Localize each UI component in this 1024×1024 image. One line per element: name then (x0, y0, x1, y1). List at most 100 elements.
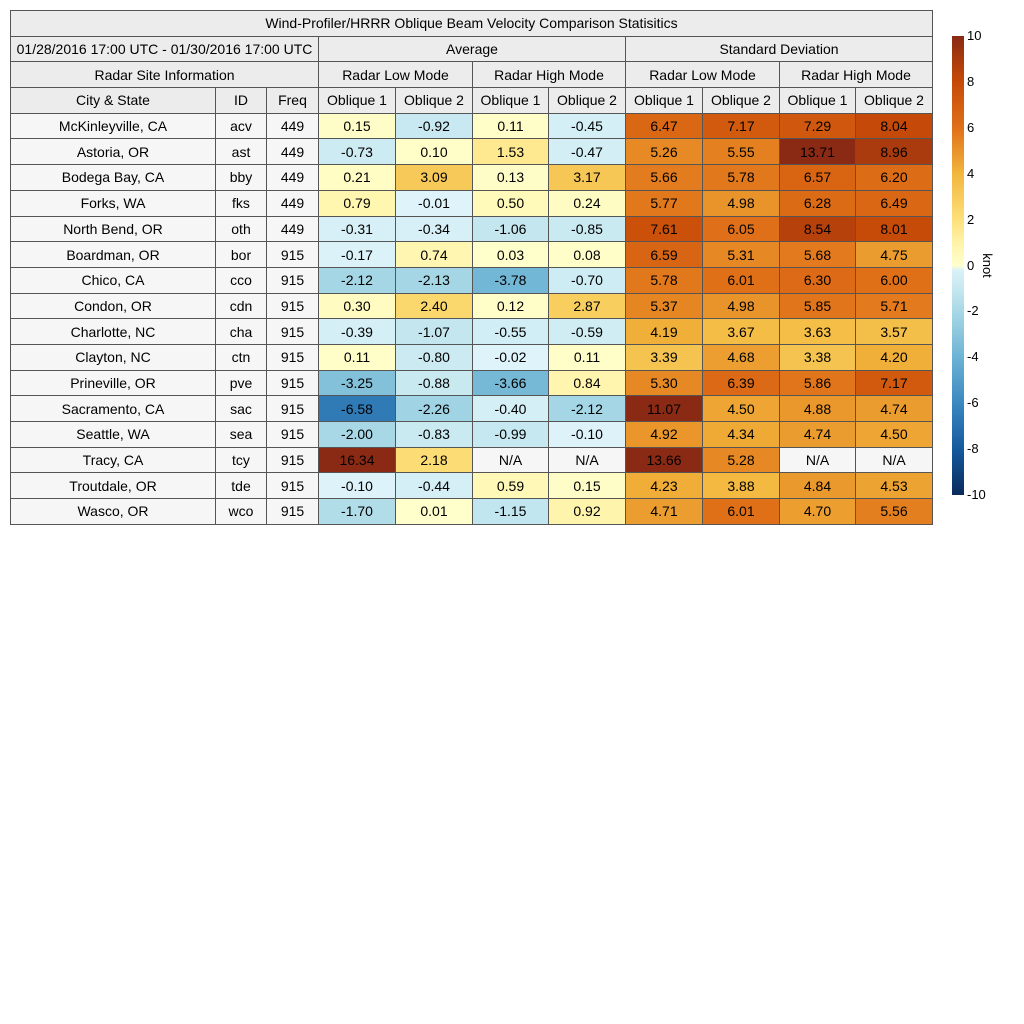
average-value-cell: -1.06 (472, 215, 549, 243)
table-row: Boardman, OR bor 915 -0.17 0.74 0.03 0.08 6.59 5… (10, 241, 933, 268)
std-value-cell: 7.17 (702, 112, 780, 140)
average-value-cell: -2.00 (318, 421, 396, 448)
colorbar (952, 36, 964, 495)
std-value-cell: 8.01 (855, 215, 933, 243)
std-value-cell: 7.17 (855, 369, 933, 397)
column-header: Freq (266, 87, 319, 114)
table-row: Astoria, OR ast 449 -0.73 0.10 1.53 -0.47 5.26 5… (10, 138, 933, 166)
average-value-cell: 0.50 (472, 189, 549, 217)
std-value-cell: 5.30 (625, 369, 703, 397)
std-value-cell: 5.56 (855, 498, 933, 525)
column-header: Oblique 1 (779, 87, 856, 114)
table-row: Seattle, WA sea 915 -2.00 -0.83 -0.99 -0.10 4.9… (10, 421, 933, 448)
site-id-cell: bor (215, 241, 267, 268)
average-value-cell: 0.79 (318, 189, 396, 217)
table-row: McKinleyville, CA acv 449 0.15 -0.92 0.11 -0.4… (10, 112, 933, 140)
table-row: Tracy, CA tcy 915 16.34 2.18 N/A N/A 13.66 5.28 N… (10, 446, 933, 474)
average-value-cell: 2.40 (395, 292, 473, 320)
average-value-cell: -2.12 (548, 395, 626, 422)
std-value-cell: 4.71 (625, 498, 703, 525)
std-value-cell: 5.85 (779, 292, 856, 320)
std-value-cell: 5.77 (625, 189, 703, 217)
average-header: Average (318, 35, 626, 63)
city-cell: Boardman, OR (10, 241, 216, 268)
average-value-cell: -0.17 (318, 241, 396, 268)
std-value-cell: 6.28 (779, 189, 856, 217)
colorbar-tick-label: -4 (967, 349, 979, 365)
average-value-cell: -3.66 (472, 369, 549, 397)
colorbar-tick-label: -8 (967, 441, 979, 457)
average-value-cell: -0.02 (472, 343, 549, 371)
std-value-cell: 5.68 (779, 241, 856, 268)
table-row: North Bend, OR oth 449 -0.31 -0.34 -1.06 -0.85… (10, 215, 933, 243)
std-value-cell: 6.49 (855, 189, 933, 217)
average-value-cell: 16.34 (318, 446, 396, 474)
average-value-cell: -0.39 (318, 318, 396, 345)
std-value-cell: 6.39 (702, 369, 780, 397)
site-id-cell: cco (215, 266, 267, 294)
std-value-cell: 8.04 (855, 112, 933, 140)
freq-cell: 915 (266, 241, 319, 268)
table-row: Clayton, NC ctn 915 0.11 -0.80 -0.02 0.11 3.39 4… (10, 343, 933, 371)
average-value-cell: 3.17 (548, 164, 626, 191)
date-range: 01/28/2016 17:00 UTC - 01/30/2016 17:00 … (10, 35, 319, 63)
average-value-cell: 0.92 (548, 498, 626, 525)
std-value-cell: 5.28 (702, 446, 780, 474)
site-id-cell: tcy (215, 446, 267, 474)
std-value-cell: 3.88 (702, 472, 780, 500)
colorbar-tick-label: 10 (967, 28, 982, 43)
table-row: Sacramento, CA sac 915 -6.58 -2.26 -0.40 -2.12… (10, 395, 933, 422)
freq-cell: 915 (266, 369, 319, 397)
std-value-cell: 13.66 (625, 446, 703, 474)
std-value-cell: 6.05 (702, 215, 780, 243)
table-row: Bodega Bay, CA bby 449 0.21 3.09 0.13 3.17 5.66… (10, 164, 933, 191)
average-value-cell: -6.58 (318, 395, 396, 422)
average-value-cell: -1.15 (472, 498, 549, 525)
std-value-cell: 4.84 (779, 472, 856, 500)
average-value-cell: -0.44 (395, 472, 473, 500)
std-value-cell: 5.66 (625, 164, 703, 191)
freq-cell: 915 (266, 446, 319, 474)
table-row: Charlotte, NC cha 915 -0.39 -1.07 -0.55 -0.59 4… (10, 318, 933, 345)
std-value-cell: 6.59 (625, 241, 703, 268)
site-id-cell: bby (215, 164, 267, 191)
std-value-cell: 4.53 (855, 472, 933, 500)
std-value-cell: 11.07 (625, 395, 703, 422)
std-value-cell: 4.68 (702, 343, 780, 371)
mode-header: Radar High Mode (779, 61, 933, 89)
average-value-cell: -2.13 (395, 266, 473, 294)
site-info-header: Radar Site Information (10, 61, 319, 89)
std-value-cell: 4.88 (779, 395, 856, 422)
table-row: Chico, CA cco 915 -2.12 -2.13 -3.78 -0.70 5.78 6… (10, 266, 933, 294)
city-cell: Bodega Bay, CA (10, 164, 216, 191)
std-value-cell: N/A (779, 446, 856, 474)
std-value-cell: 6.47 (625, 112, 703, 140)
table-row: Condon, OR cdn 915 0.30 2.40 0.12 2.87 5.37 4.98… (10, 292, 933, 320)
average-value-cell: -0.80 (395, 343, 473, 371)
std-value-cell: 8.96 (855, 138, 933, 166)
city-cell: Charlotte, NC (10, 318, 216, 345)
colorbar-tick-label: 2 (967, 211, 975, 227)
site-id-cell: sea (215, 421, 267, 448)
std-value-cell: 5.26 (625, 138, 703, 166)
city-cell: Tracy, CA (10, 446, 216, 474)
average-value-cell: -0.83 (395, 421, 473, 448)
city-cell: Sacramento, CA (10, 395, 216, 422)
average-value-cell: N/A (472, 446, 549, 474)
average-value-cell: 0.10 (395, 138, 473, 166)
column-header: City & State (10, 87, 216, 114)
average-value-cell: -0.01 (395, 189, 473, 217)
average-value-cell: 0.21 (318, 164, 396, 191)
site-id-cell: ast (215, 138, 267, 166)
freq-cell: 449 (266, 138, 319, 166)
average-value-cell: -1.70 (318, 498, 396, 525)
freq-cell: 915 (266, 498, 319, 525)
city-cell: Clayton, NC (10, 343, 216, 371)
std-value-cell: 8.54 (779, 215, 856, 243)
table-row: Wasco, OR wco 915 -1.70 0.01 -1.15 0.92 4.71 6.0… (10, 498, 933, 525)
std-value-cell: 13.71 (779, 138, 856, 166)
average-value-cell: -0.59 (548, 318, 626, 345)
average-value-cell: -0.55 (472, 318, 549, 345)
colorbar-tick-label: -10 (967, 487, 986, 502)
freq-cell: 915 (266, 318, 319, 345)
